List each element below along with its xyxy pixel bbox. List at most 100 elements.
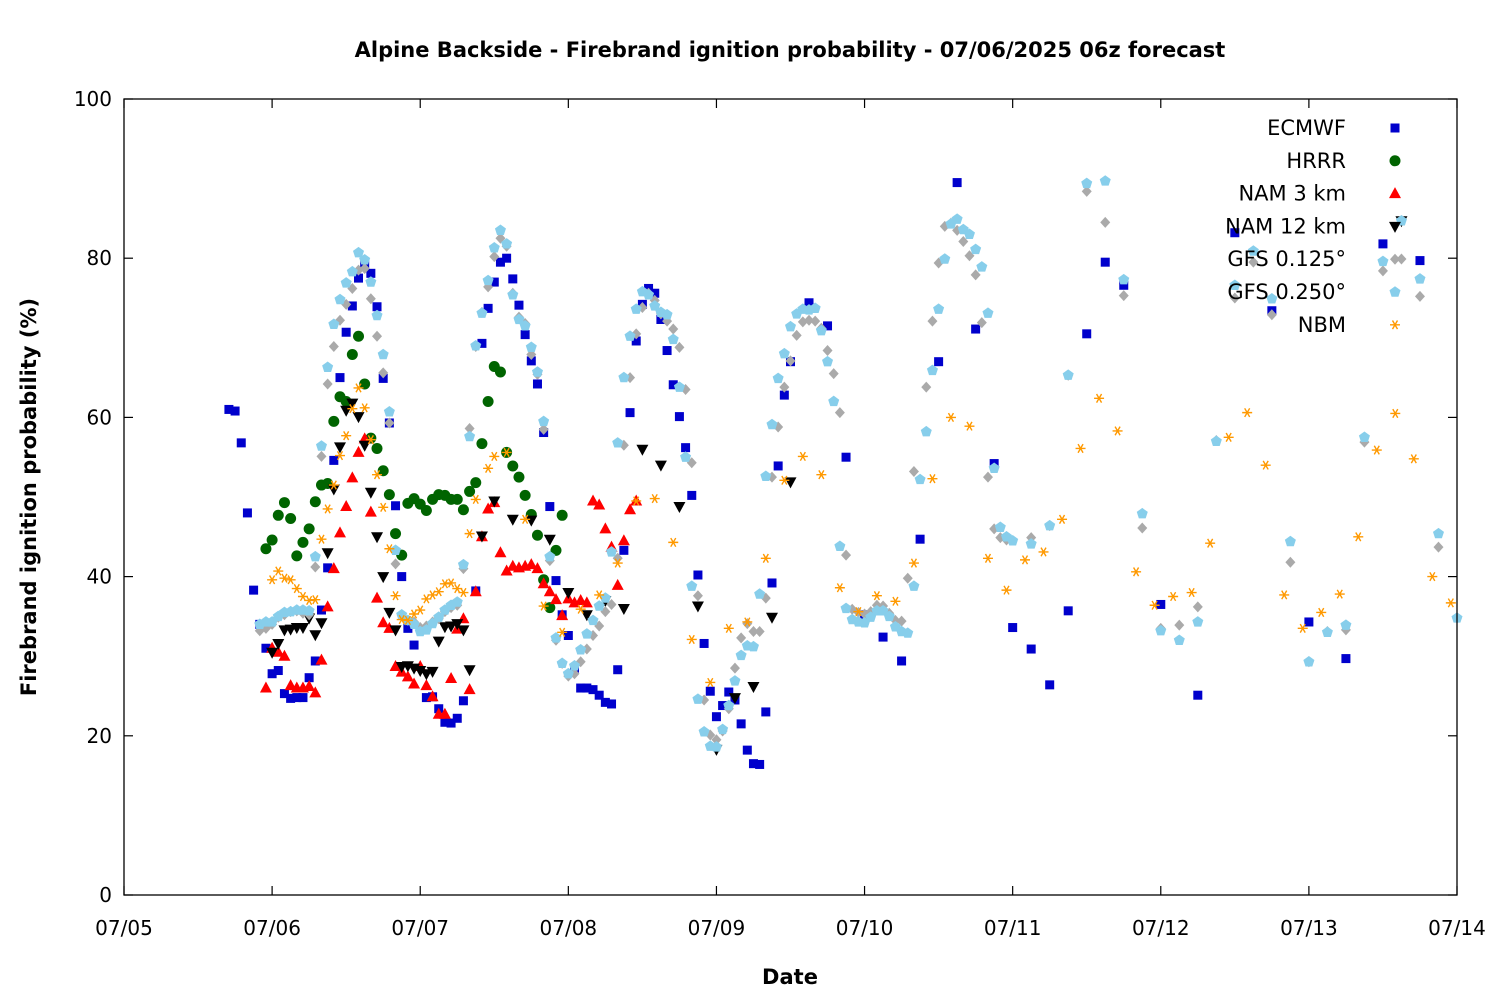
data-point <box>1415 256 1425 266</box>
data-point <box>358 440 371 452</box>
data-point <box>543 585 556 597</box>
data-point <box>249 585 259 595</box>
data-point <box>501 238 513 249</box>
data-point <box>372 330 383 342</box>
data-point <box>446 718 456 728</box>
data-point <box>273 566 284 576</box>
data-point <box>594 690 604 700</box>
data-point <box>482 502 495 514</box>
legend-marker <box>1389 155 1401 167</box>
data-point <box>841 549 852 561</box>
y-tick-label: 0 <box>99 883 112 907</box>
data-point <box>563 631 573 641</box>
data-point <box>686 634 697 645</box>
data-point <box>618 371 630 383</box>
data-point <box>841 452 851 462</box>
data-point <box>346 398 359 410</box>
data-point <box>390 528 402 540</box>
data-point <box>316 605 326 615</box>
data-point <box>365 435 376 445</box>
data-point <box>426 690 439 702</box>
x-tick-label: 07/06 <box>243 916 301 940</box>
data-point <box>784 320 797 332</box>
data-point <box>1192 616 1204 627</box>
legend-marker <box>1390 123 1400 133</box>
data-point <box>549 593 562 605</box>
data-point <box>1210 435 1222 446</box>
data-point <box>742 618 753 630</box>
x-tick-label: 07/11 <box>984 916 1042 940</box>
data-point <box>267 575 278 585</box>
plot-area-frame <box>123 98 1458 896</box>
data-point <box>508 274 518 284</box>
data-point <box>365 293 376 305</box>
data-point <box>815 324 827 336</box>
legend-label: NAM 3 km <box>1238 182 1346 206</box>
data-point <box>908 580 920 591</box>
data-point <box>994 521 1006 532</box>
data-point <box>680 451 692 462</box>
data-point <box>366 268 376 278</box>
data-point <box>334 293 346 305</box>
data-point <box>593 498 606 510</box>
data-point <box>878 632 888 642</box>
data-point <box>261 643 271 653</box>
data-point <box>532 379 542 389</box>
data-point <box>439 579 450 589</box>
data-point <box>384 544 395 554</box>
data-point <box>315 440 327 451</box>
data-point <box>531 529 543 541</box>
data-point <box>538 423 549 435</box>
data-point <box>755 759 765 769</box>
data-point <box>1038 547 1049 557</box>
data-point <box>550 544 562 556</box>
data-point <box>340 500 353 512</box>
data-point <box>1353 532 1364 542</box>
data-point <box>520 330 530 340</box>
data-point <box>322 361 334 372</box>
data-point <box>328 480 339 490</box>
data-point <box>1192 601 1203 613</box>
x-tick-label: 07/08 <box>540 916 598 940</box>
data-point <box>617 534 630 546</box>
data-point <box>390 558 401 570</box>
data-point <box>500 564 513 576</box>
legend-label: ECMWF <box>1267 116 1346 140</box>
data-point <box>396 614 407 625</box>
data-point <box>1266 293 1278 304</box>
legend-marker <box>1389 187 1401 199</box>
data-point <box>840 602 852 614</box>
data-point <box>519 320 531 331</box>
data-point <box>279 689 289 699</box>
data-point <box>445 671 458 683</box>
data-point <box>464 430 476 442</box>
data-point <box>347 403 358 414</box>
data-point <box>699 638 709 648</box>
data-point <box>371 591 384 603</box>
data-point <box>687 490 697 500</box>
data-point <box>309 630 322 642</box>
data-point <box>1414 290 1425 302</box>
data-point <box>686 580 698 591</box>
data-point <box>915 534 925 544</box>
data-point <box>285 575 296 585</box>
data-point <box>420 505 432 517</box>
data-point <box>421 693 431 703</box>
data-point <box>834 407 845 419</box>
series-6 <box>267 383 1456 688</box>
data-point <box>551 576 561 586</box>
data-point <box>390 544 402 556</box>
data-point <box>352 246 365 258</box>
y-tick-label: 20 <box>87 724 112 748</box>
data-point <box>754 626 765 638</box>
data-point <box>742 617 753 627</box>
data-point <box>617 603 630 615</box>
data-point <box>779 475 790 485</box>
data-point <box>1155 624 1167 636</box>
data-point <box>310 595 321 605</box>
data-point <box>1136 507 1148 519</box>
data-point <box>352 445 365 457</box>
data-point <box>681 443 691 453</box>
data-point <box>809 302 821 314</box>
